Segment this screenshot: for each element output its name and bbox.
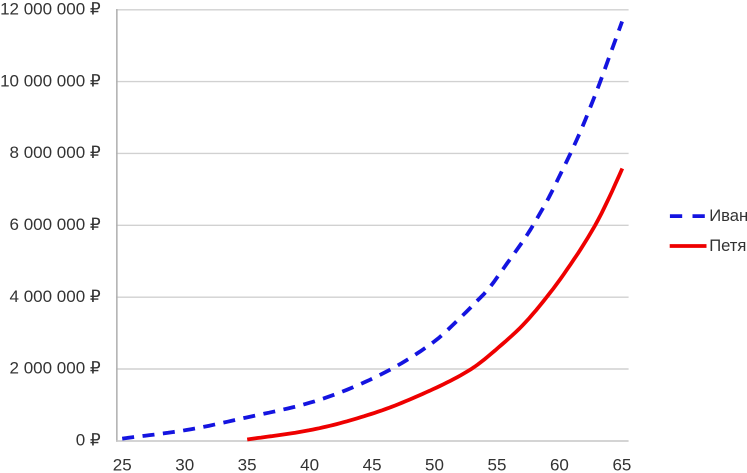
svg-text:6 000 000 ₽: 6 000 000 ₽ <box>10 215 101 234</box>
svg-text:Петя: Петя <box>709 236 746 255</box>
svg-text:10 000 000 ₽: 10 000 000 ₽ <box>0 71 101 90</box>
svg-text:Иван: Иван <box>709 206 747 225</box>
svg-text:45: 45 <box>363 456 382 473</box>
svg-text:0 ₽: 0 ₽ <box>76 431 101 450</box>
svg-text:65: 65 <box>612 456 631 473</box>
svg-text:50: 50 <box>425 456 444 473</box>
svg-text:35: 35 <box>238 456 257 473</box>
svg-text:8 000 000 ₽: 8 000 000 ₽ <box>10 143 101 162</box>
svg-text:30: 30 <box>175 456 194 473</box>
svg-text:4 000 000 ₽: 4 000 000 ₽ <box>10 287 101 306</box>
svg-text:55: 55 <box>488 456 507 473</box>
svg-text:2 000 000 ₽: 2 000 000 ₽ <box>10 359 101 378</box>
svg-text:60: 60 <box>550 456 569 473</box>
svg-text:25: 25 <box>113 456 132 473</box>
svg-text:12 000 000 ₽: 12 000 000 ₽ <box>0 0 101 19</box>
svg-text:40: 40 <box>300 456 319 473</box>
